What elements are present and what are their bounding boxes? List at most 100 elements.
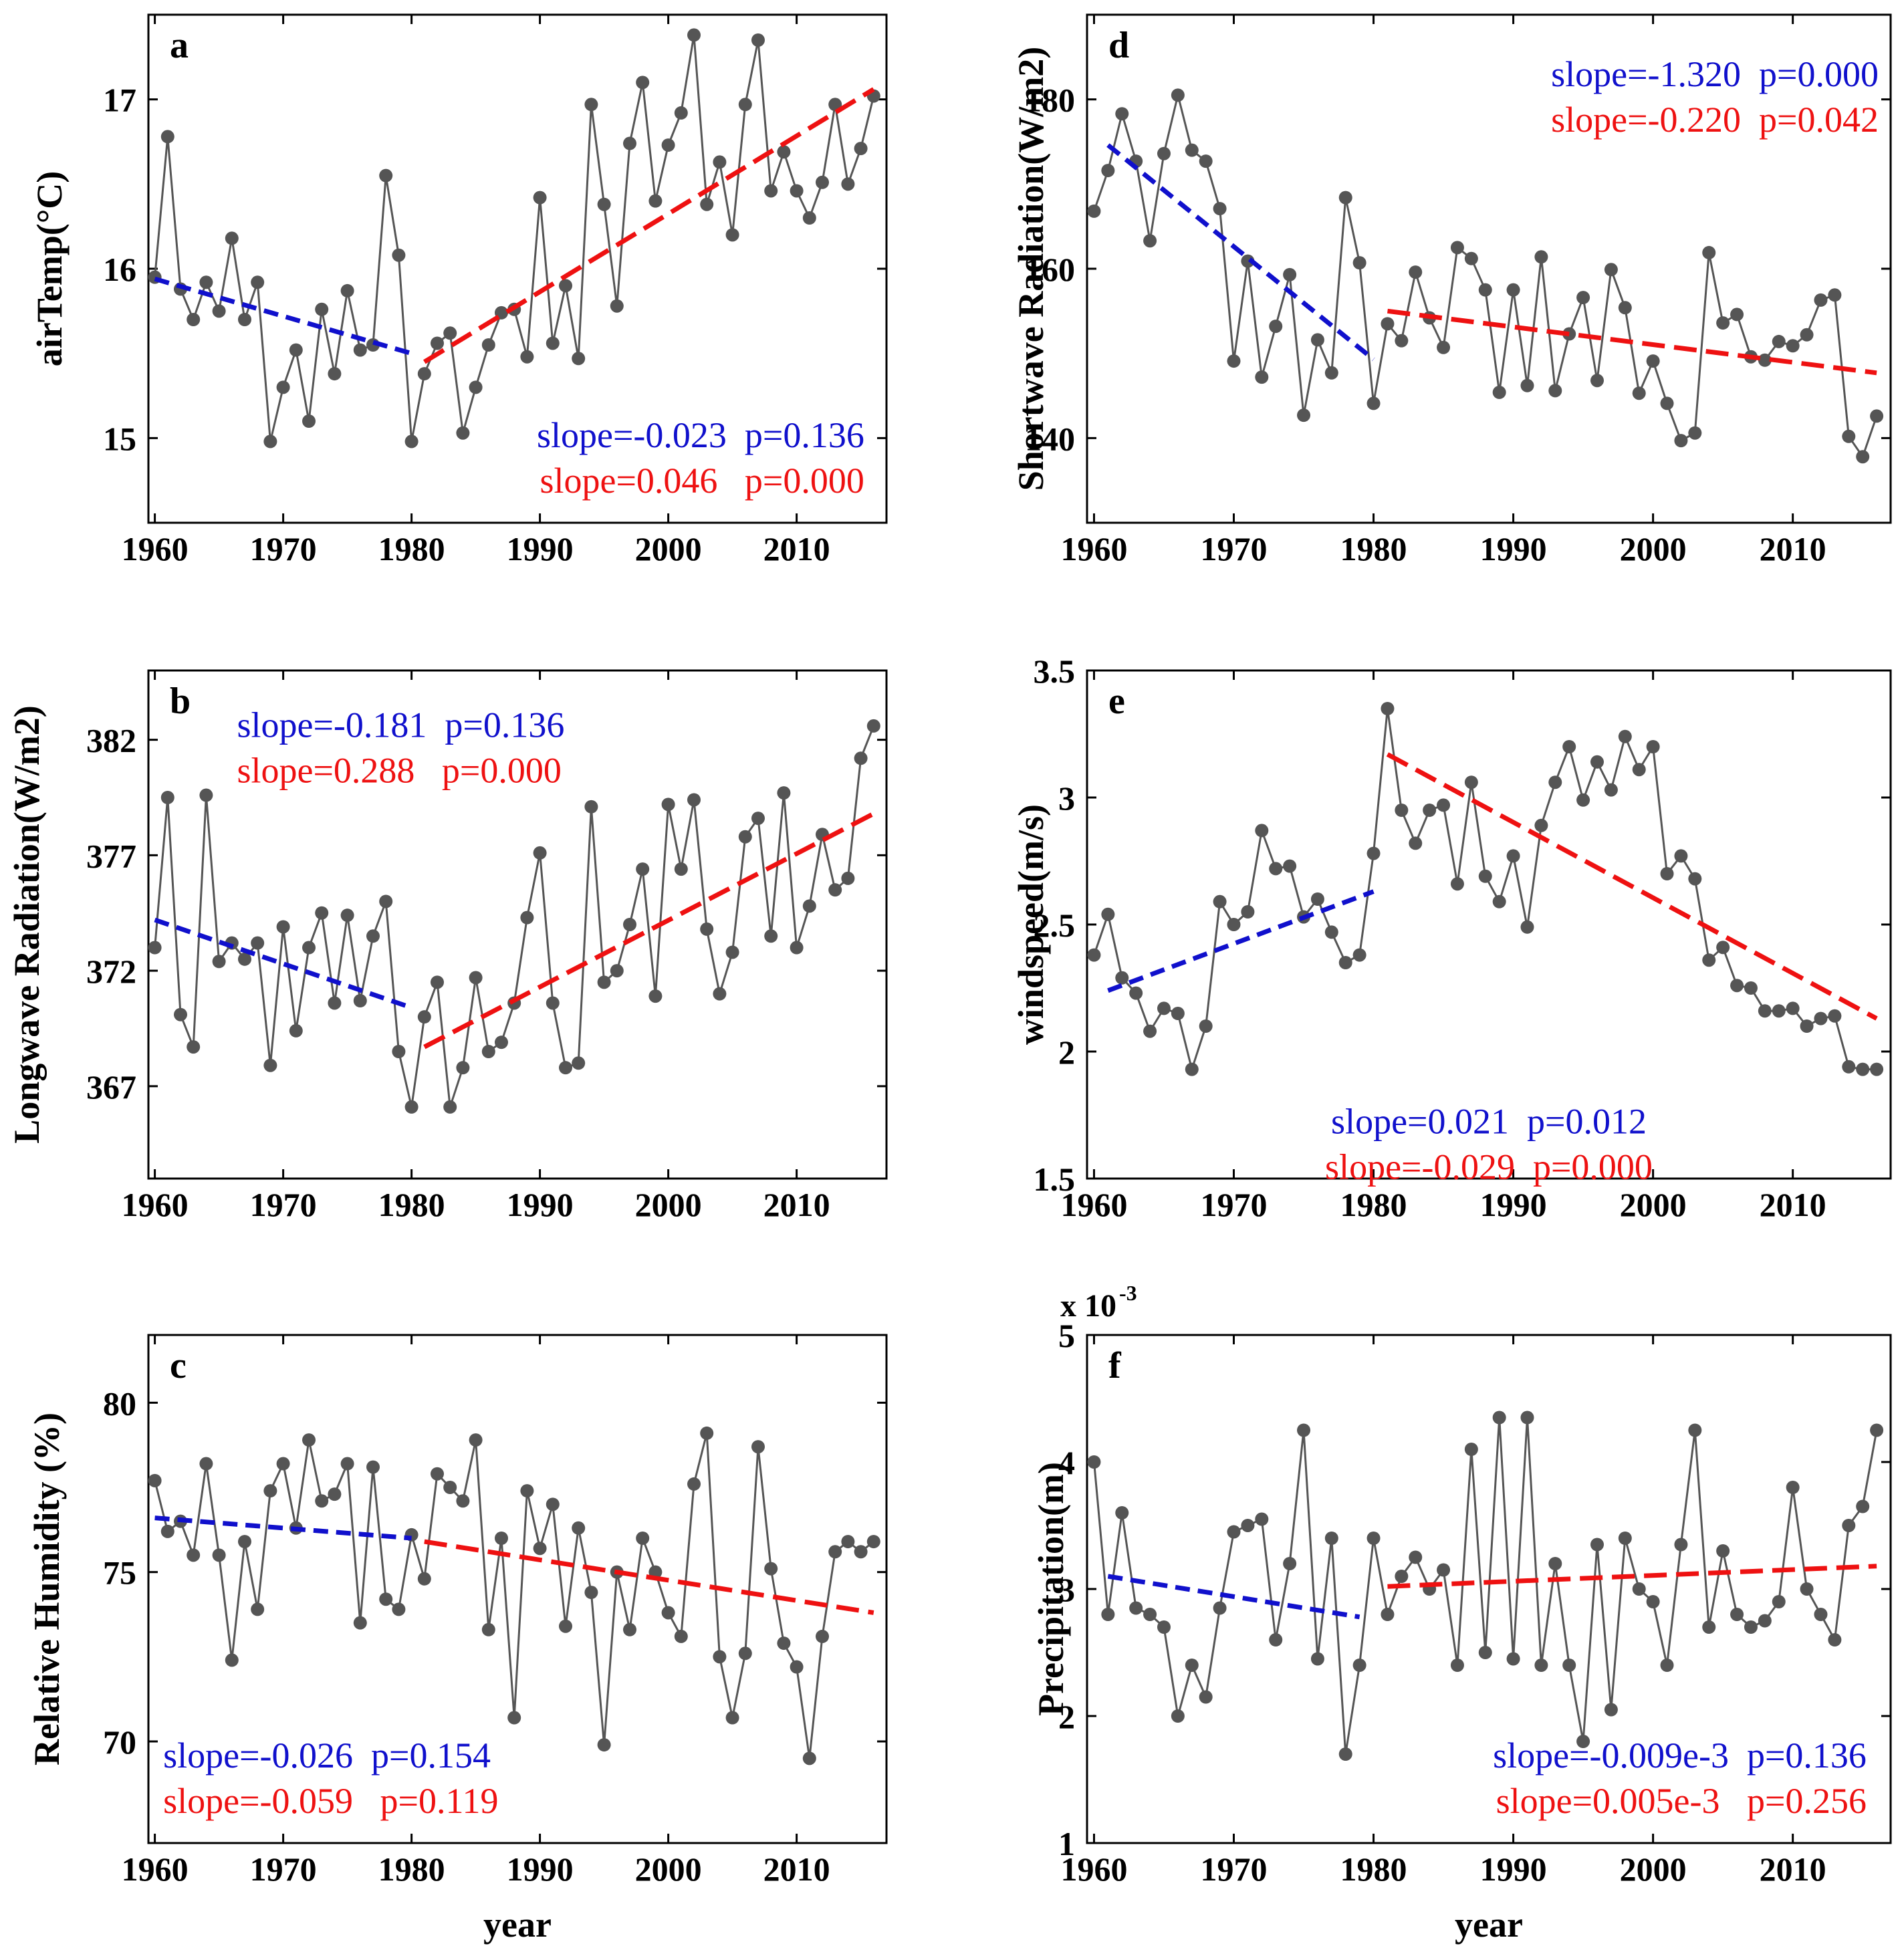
data-point — [520, 350, 534, 364]
data-point — [404, 1100, 419, 1114]
data-point — [1856, 1062, 1870, 1076]
data-point — [597, 197, 611, 211]
data-point — [790, 184, 804, 198]
y-tick-label: 70 — [103, 1723, 136, 1761]
data-point — [1115, 971, 1129, 985]
data-point — [289, 1023, 303, 1038]
data-point — [1576, 1735, 1590, 1748]
data-point — [1632, 386, 1646, 400]
data-point — [289, 343, 303, 357]
data-point — [1786, 1481, 1800, 1494]
data-point — [1366, 846, 1381, 860]
annotation-late-trend: slope=-0.220 p=0.042 — [1551, 100, 1879, 140]
x-tick-label: 1970 — [250, 1186, 317, 1223]
data-point — [1506, 283, 1520, 297]
data-point — [417, 1572, 431, 1586]
data-point — [777, 145, 791, 159]
x-tick-label: 2000 — [635, 530, 702, 568]
data-point — [777, 786, 791, 800]
data-point — [1101, 164, 1115, 178]
data-point — [1688, 1423, 1702, 1437]
data-point — [854, 751, 868, 765]
data-point — [1381, 702, 1395, 715]
data-point — [1255, 824, 1269, 838]
data-point — [1618, 1532, 1632, 1545]
data-point — [1283, 1557, 1297, 1570]
data-point — [1870, 1062, 1884, 1076]
data-point — [495, 1532, 508, 1545]
data-point — [225, 231, 239, 245]
data-point — [302, 1433, 316, 1447]
annotation-late-trend: slope=-0.029 p=0.000 — [1325, 1146, 1653, 1187]
data-point — [1199, 1690, 1213, 1704]
x-tick-label: 1980 — [378, 530, 445, 568]
data-point — [1087, 948, 1101, 962]
y-tick-label: 17 — [103, 82, 136, 119]
annotation-early-trend: slope=-1.320 p=0.000 — [1551, 54, 1879, 94]
data-point — [1324, 366, 1338, 380]
y-axis-label: airTemp(°C) — [29, 171, 70, 367]
data-point — [1800, 1582, 1814, 1596]
data-point — [1674, 434, 1688, 448]
data-point — [1618, 729, 1632, 743]
data-point — [610, 964, 624, 978]
data-point — [520, 1484, 534, 1498]
data-point — [1101, 907, 1115, 921]
data-point — [1087, 1455, 1101, 1469]
data-point — [1478, 283, 1492, 297]
data-point — [802, 211, 816, 225]
x-tick-label: 1970 — [1200, 1186, 1267, 1223]
data-point — [1409, 1550, 1423, 1564]
x-tick-label: 1980 — [378, 1186, 445, 1223]
data-point — [1255, 1512, 1269, 1526]
y-axis-label: Precipitation(m) — [1031, 1462, 1071, 1716]
annotation-early-trend: slope=-0.023 p=0.136 — [537, 415, 864, 455]
y-tick-label: 160 — [1025, 251, 1075, 288]
data-point — [546, 336, 560, 350]
data-point — [866, 719, 880, 733]
data-point — [790, 941, 804, 955]
data-point — [187, 1040, 201, 1054]
data-point — [1199, 154, 1213, 168]
data-point — [1660, 867, 1674, 880]
trend-line-early — [1106, 143, 1375, 362]
y-tick-label: 377 — [86, 837, 136, 874]
data-point — [1688, 426, 1702, 440]
x-tick-label: 2000 — [1620, 1850, 1687, 1888]
data-point — [1241, 1519, 1255, 1532]
data-point — [251, 275, 265, 289]
y-tick-label: 3 — [1058, 779, 1075, 817]
data-point — [302, 414, 316, 428]
data-point — [1702, 245, 1716, 259]
data-point — [1366, 1532, 1381, 1545]
data-point — [1129, 986, 1143, 1000]
data-point — [1143, 1024, 1157, 1038]
data-point — [725, 945, 739, 959]
data-point — [225, 1653, 239, 1667]
annotation-early-trend: slope=-0.009e-3 p=0.136 — [1493, 1735, 1867, 1776]
x-tick-label: 1990 — [1480, 1850, 1547, 1888]
x-tick-label: 1970 — [250, 530, 317, 568]
data-point — [1786, 339, 1800, 353]
data-point — [584, 800, 598, 814]
data-point — [1478, 869, 1492, 883]
data-point — [1870, 409, 1884, 423]
x-tick-label: 1990 — [1480, 1186, 1547, 1223]
x-tick-label: 1980 — [1340, 1186, 1407, 1223]
x-tick-label: 1960 — [1060, 530, 1127, 568]
data-point — [1758, 1004, 1772, 1018]
data-point — [1814, 293, 1828, 307]
data-point — [1171, 88, 1185, 102]
annotation-late-trend: slope=0.046 p=0.000 — [540, 461, 864, 501]
trend-line-early — [1107, 1574, 1360, 1620]
data-point — [674, 862, 688, 876]
data-point — [1227, 918, 1241, 931]
data-point — [1338, 191, 1352, 205]
panel-c: 1960 1970 1980 1990 2000 2010 70 75 80 Relative H… — [27, 1334, 888, 1945]
data-point — [1450, 877, 1464, 891]
data-point — [1590, 755, 1604, 769]
data-point — [661, 1606, 675, 1620]
data-point — [340, 1457, 354, 1471]
data-point — [1283, 267, 1297, 281]
